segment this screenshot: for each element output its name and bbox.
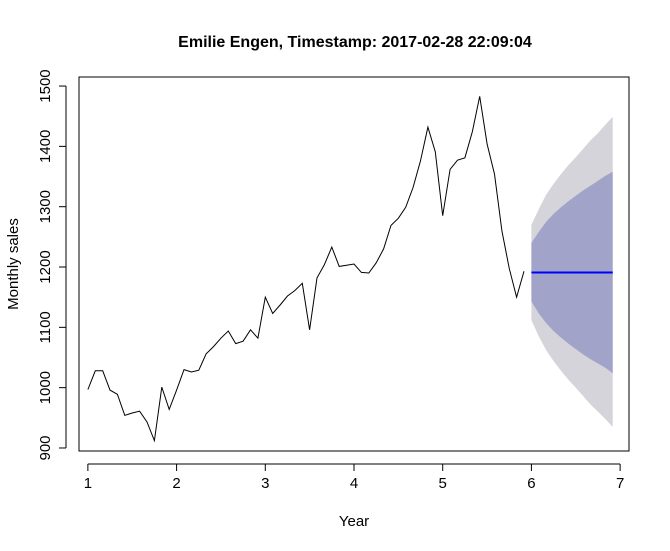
x-axis-label: Year (339, 513, 369, 530)
plot-frame (78, 76, 630, 452)
x-tick-label: 5 (439, 475, 447, 492)
y-axis-label: Monthly sales (5, 218, 22, 310)
y-tick-label: 1100 (37, 311, 54, 343)
x-tick-label: 4 (350, 475, 358, 492)
x-tick-label: 3 (261, 475, 269, 492)
y-tick-label: 1200 (37, 250, 54, 283)
x-tick-label: 2 (172, 475, 180, 492)
x-axis: 1 2 3 4 5 6 7 (84, 463, 624, 492)
y-tick-label: 1500 (37, 69, 54, 102)
plot-area (87, 96, 613, 443)
y-tick-label: 1400 (37, 130, 54, 163)
y-tick-label: 1300 (37, 190, 54, 223)
x-tick-label: 6 (527, 475, 535, 492)
chart-title: Emilie Engen, Timestamp: 2017-02-28 22:0… (178, 34, 532, 51)
series-line (87, 96, 525, 443)
x-tick-label: 7 (616, 475, 624, 492)
y-tick-label: 1000 (37, 371, 54, 404)
x-tick-label: 1 (84, 475, 92, 492)
y-tick-label: 900 (37, 435, 54, 460)
y-axis: 900 1000 1100 1200 1300 1400 1500 (37, 69, 67, 460)
